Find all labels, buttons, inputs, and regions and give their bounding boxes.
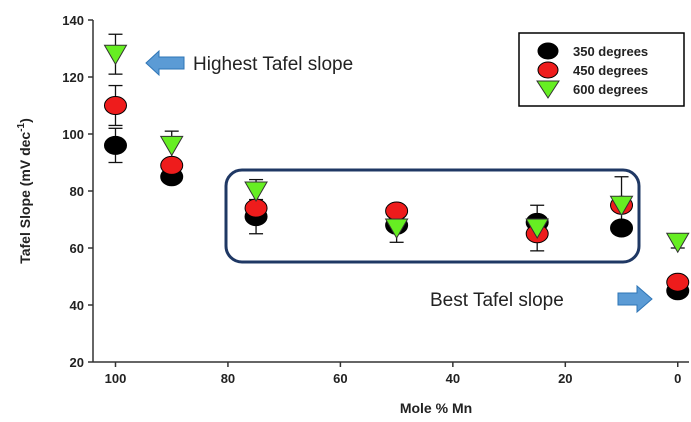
x-tick-label: 80 (221, 371, 235, 386)
annotations: Highest Tafel slope Best Tafel slope (145, 49, 653, 314)
y-tick-label: 100 (62, 127, 84, 142)
x-tick-label: 0 (674, 371, 681, 386)
axes: 20 40 60 80 100 120 140 100 80 60 40 20 0 Mole % Mn Ta… (16, 13, 689, 416)
x-axis-title: Mole % Mn (400, 400, 472, 416)
x-tick-label: 60 (333, 371, 347, 386)
legend-marker-2 (537, 61, 559, 79)
point-series-2 (666, 272, 690, 292)
point-series-3 (159, 135, 184, 157)
point-series-1 (610, 218, 634, 238)
y-axis-title: Tafel Slope (mV dec-1) (16, 118, 33, 264)
highlight-box-layer (224, 168, 641, 264)
point-series-1 (103, 135, 127, 155)
annotation-highest: Highest Tafel slope (193, 54, 353, 75)
x-tick-label: 100 (105, 371, 127, 386)
point-series-2 (385, 201, 409, 221)
y-tick-label: 20 (70, 355, 84, 370)
legend-label-2: 450 degrees (573, 63, 648, 78)
point-series-3 (244, 181, 268, 202)
legend: 350 degrees 450 degrees 600 degrees (518, 32, 685, 107)
legend-label-3: 600 degrees (573, 82, 648, 97)
point-series-3 (609, 195, 634, 217)
y-tick-label: 40 (70, 298, 84, 313)
legend-marker-3 (536, 80, 560, 99)
point-series-3 (384, 218, 409, 240)
legend-label-1: 350 degrees (573, 44, 648, 59)
y-tick-label: 60 (70, 241, 84, 256)
y-tick-label: 80 (70, 184, 84, 199)
point-series-3 (103, 44, 128, 66)
legend-marker-1 (537, 42, 559, 60)
point-series-3 (665, 232, 690, 254)
highlight-box (224, 168, 641, 264)
point-series-2 (160, 155, 184, 175)
arrow-left-icon (145, 49, 185, 77)
data-points (103, 33, 690, 301)
x-tick-label: 20 (558, 371, 572, 386)
x-tick-label: 40 (446, 371, 460, 386)
point-series-2 (103, 96, 127, 115)
arrow-right-icon (617, 284, 653, 314)
annotation-best: Best Tafel slope (430, 290, 564, 311)
y-tick-label: 120 (62, 70, 84, 85)
point-series-3 (525, 218, 550, 240)
y-tick-label: 140 (62, 13, 84, 28)
